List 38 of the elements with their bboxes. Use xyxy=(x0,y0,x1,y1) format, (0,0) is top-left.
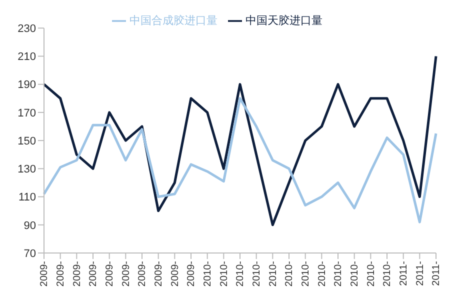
legend-label: 中国天胶进口量 xyxy=(246,15,322,27)
x-tick-label: 2010- xyxy=(316,261,328,287)
y-tick-label: 190 xyxy=(18,79,36,92)
x-tick-label: 2011- xyxy=(414,261,426,286)
y-tick-label: 210 xyxy=(18,51,36,64)
y-tick-label: 170 xyxy=(18,107,36,120)
x-tick-label: 2011- xyxy=(431,261,442,286)
x-tick-label: 2010- xyxy=(366,261,377,287)
x-tick-label: 2009- xyxy=(55,261,66,287)
x-tick-label: 2009- xyxy=(72,261,83,287)
x-tick-label: 2010- xyxy=(333,261,344,287)
x-tick-label: 2010- xyxy=(218,261,230,287)
x-tick-label: 2010- xyxy=(251,261,262,287)
x-tick-label: 2009- xyxy=(120,261,132,287)
legend-label: 中国合成胶进口量 xyxy=(130,15,218,27)
x-tick-label: 2010- xyxy=(268,261,279,287)
x-tick-label: 2010- xyxy=(202,261,214,287)
x-tick-label: 2010- xyxy=(349,261,360,287)
line-series xyxy=(42,97,438,224)
x-tick-label: 2009- xyxy=(88,261,100,287)
x-tick-label: 2009- xyxy=(104,261,116,287)
y-tick-label: 70 xyxy=(24,248,36,260)
x-tick-label: 2010- xyxy=(235,261,246,287)
y-tick-label: 110 xyxy=(18,192,36,204)
x-tick-label: 2009- xyxy=(153,261,164,287)
x-tick-label: 2009- xyxy=(137,261,148,287)
x-tick-label: 2009- xyxy=(39,261,50,287)
x-tick-label: 2010- xyxy=(382,261,394,287)
y-tick-label: 230 xyxy=(18,23,36,35)
x-tick-label: 2011- xyxy=(398,261,410,286)
x-tick-label: 2009- xyxy=(170,261,181,287)
y-tick-label: 90 xyxy=(24,220,36,232)
x-tick-label: 2010- xyxy=(284,261,296,287)
x-tick-label: 2010- xyxy=(300,261,312,287)
y-tick-label: 130 xyxy=(18,164,36,176)
y-tick-label: 150 xyxy=(18,135,36,148)
x-tick-label: 2009- xyxy=(186,261,198,287)
line-series xyxy=(42,54,438,226)
